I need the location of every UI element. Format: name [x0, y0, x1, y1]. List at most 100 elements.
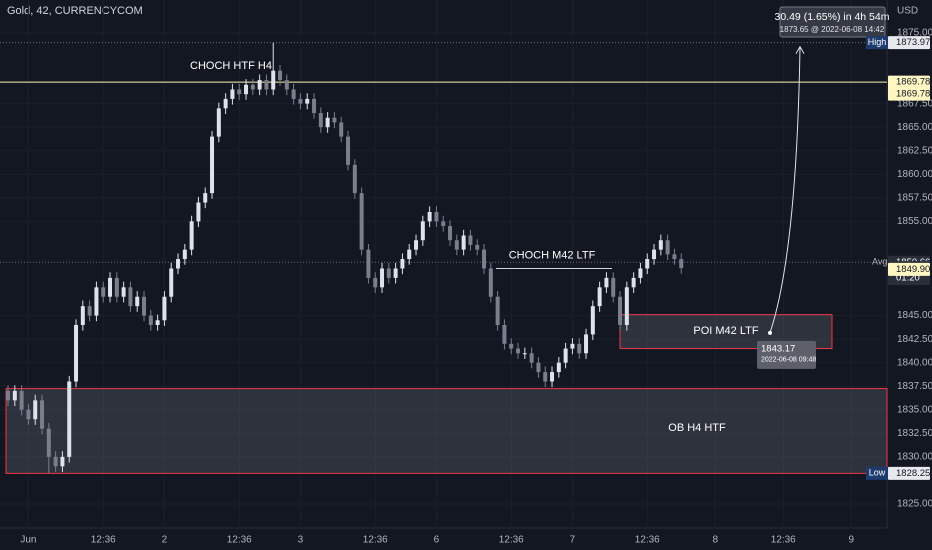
candle-body	[284, 80, 289, 90]
candle-body	[278, 70, 283, 81]
candle-body	[108, 277, 113, 297]
x-tick-label: 6	[434, 535, 440, 546]
y-tick-label: 1842.50	[897, 334, 932, 345]
price-tag	[888, 87, 930, 101]
candle-body	[46, 428, 51, 457]
tag-name-box	[866, 36, 888, 50]
candle-body	[631, 277, 636, 288]
candle-body	[189, 221, 194, 250]
price-tag	[888, 75, 930, 89]
candle-body	[543, 372, 548, 382]
candle-body	[142, 296, 147, 316]
candle-body	[298, 98, 303, 104]
candle-body	[101, 287, 106, 297]
y-tick-label: 1862.50	[897, 145, 932, 156]
candle-body	[420, 221, 425, 241]
measure-detail: 1873.65 @ 2022-06-08 14:42	[780, 25, 885, 34]
price-tag-label: 1873.97	[896, 37, 930, 48]
candle-body	[237, 89, 242, 95]
x-tick-label: 12:36	[771, 535, 796, 546]
candle-body	[155, 320, 160, 325]
y-tick-label: 1835.00	[897, 404, 932, 415]
candle-body	[536, 362, 541, 373]
candle-body	[516, 348, 521, 354]
candle-body	[169, 268, 174, 297]
candle-body	[312, 98, 317, 114]
candle-body	[624, 287, 629, 325]
candle-body	[380, 268, 385, 288]
y-tick-label: 1860.00	[897, 169, 932, 180]
candle-body	[67, 381, 72, 457]
annotation-label: CHOCH M42 LTF	[509, 249, 596, 261]
measure-label: 30.49 (1.65%) in 4h 54m	[775, 11, 890, 23]
y-tick-label: 1832.50	[897, 428, 932, 439]
candle-body	[182, 249, 187, 260]
zone	[5, 388, 888, 474]
x-tick-label: 12:36	[363, 535, 388, 546]
candle-body	[244, 84, 249, 95]
candle-body	[652, 249, 657, 260]
candle-body	[264, 80, 269, 90]
x-tick-label: 2	[162, 535, 168, 546]
candle-body	[33, 400, 38, 420]
candle-body	[216, 108, 221, 137]
x-tick-label: Jun	[20, 535, 36, 546]
y-tick-label: 1875.00	[897, 28, 932, 39]
candle-body	[468, 235, 473, 245]
candle-body	[584, 334, 589, 354]
zone-label: OB H4 HTF	[668, 422, 726, 434]
candle-body	[679, 259, 684, 269]
candle-body	[570, 343, 575, 349]
measure-curve	[769, 47, 801, 333]
candle-body	[339, 122, 344, 137]
candle-body	[577, 343, 582, 354]
candle-body	[162, 296, 167, 321]
candle-body	[407, 249, 412, 260]
price-tag	[888, 262, 930, 276]
candle-body	[550, 372, 555, 382]
y-tick-label: 1830.00	[897, 452, 932, 463]
candle-body	[223, 98, 228, 109]
x-tick-label: 7	[570, 535, 576, 546]
measure-from-time: 2022-06-08 09:48	[761, 357, 816, 364]
price-tag-sub: 01:20	[896, 273, 920, 284]
candle-body	[509, 343, 514, 349]
candle-body	[488, 268, 493, 297]
zone-label: POI M42 LTF	[693, 325, 758, 337]
tag-name: Low	[869, 468, 886, 478]
candle-body	[74, 324, 79, 382]
candle-body	[590, 306, 595, 335]
tag-name: Avg	[872, 257, 887, 267]
currency-label: USD	[897, 6, 918, 17]
candle-body	[135, 296, 140, 307]
candle-body	[305, 98, 310, 104]
y-tick-label: 1857.50	[897, 192, 932, 203]
y-tick-label: 1837.50	[897, 381, 932, 392]
candle-body	[291, 89, 296, 99]
candle-body	[325, 117, 330, 128]
candle-body	[618, 296, 623, 325]
x-tick-label: 12:36	[635, 535, 660, 546]
candle-body	[121, 287, 126, 297]
tag-name: High	[868, 37, 887, 47]
tag-name-box	[866, 466, 888, 480]
candle-body	[434, 211, 439, 222]
candle-body	[482, 249, 487, 269]
candle-body	[454, 240, 459, 250]
candle-body	[40, 400, 45, 429]
y-tick-label: 1840.00	[897, 357, 932, 368]
measure-arrow	[795, 45, 805, 54]
candle-body	[80, 306, 85, 325]
candle-body	[53, 456, 58, 467]
candle-body	[60, 456, 65, 467]
candle-body	[6, 390, 11, 401]
x-tick-label: 12:36	[499, 535, 524, 546]
price-tag-label: 1869.78	[896, 89, 930, 100]
annotation-label: CHOCH HTF H4	[190, 60, 272, 72]
candle-body	[87, 306, 92, 316]
x-tick-label: 8	[712, 535, 718, 546]
candle-body	[427, 211, 432, 222]
measure-start	[768, 330, 772, 335]
